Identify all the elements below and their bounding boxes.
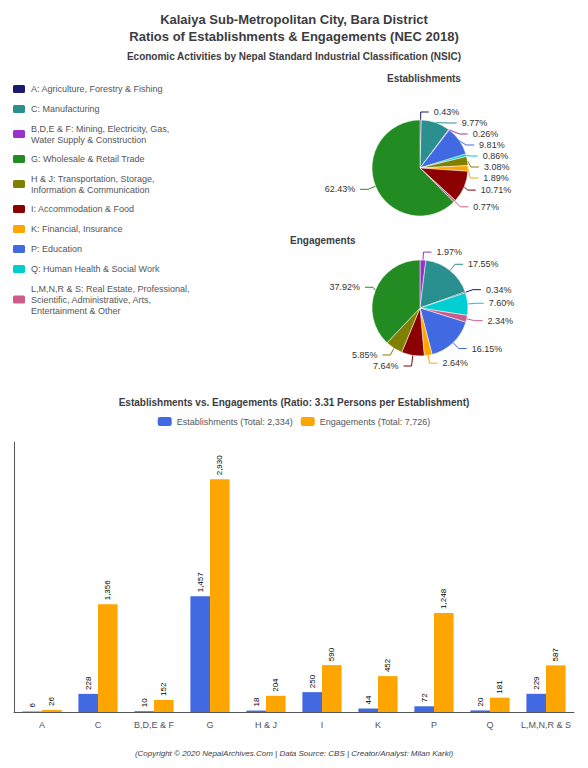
svg-text:16.15%: 16.15% <box>472 344 503 354</box>
svg-text:0.26%: 0.26% <box>473 129 499 139</box>
svg-text:Establishments (Total: 2,334): Establishments (Total: 2,334) <box>177 417 293 427</box>
svg-text:250: 250 <box>308 674 317 688</box>
svg-text:C: Manufacturing: C: Manufacturing <box>31 104 100 114</box>
svg-text:7.64%: 7.64% <box>373 361 399 371</box>
svg-text:204: 204 <box>271 678 280 692</box>
svg-text:1.97%: 1.97% <box>436 247 462 257</box>
svg-text:A: A <box>39 720 45 730</box>
svg-text:Water Supply & Construction: Water Supply & Construction <box>31 135 146 145</box>
svg-text:Entertainment & Other: Entertainment & Other <box>31 306 121 316</box>
svg-text:2.64%: 2.64% <box>443 358 469 368</box>
svg-text:K: K <box>375 720 381 730</box>
svg-text:9.81%: 9.81% <box>479 140 505 150</box>
svg-text:L,M,N,R & S: Real Estate, Prof: L,M,N,R & S: Real Estate, Professional, <box>31 284 190 294</box>
svg-text:0.77%: 0.77% <box>473 202 499 212</box>
svg-text:5.85%: 5.85% <box>352 350 378 360</box>
svg-text:452: 452 <box>383 658 392 672</box>
svg-text:6: 6 <box>28 703 37 708</box>
svg-text:7.60%: 7.60% <box>489 298 515 308</box>
svg-text:I: Accommodation & Food: I: Accommodation & Food <box>31 204 134 214</box>
svg-text:A: Agriculture, Forestry & Fis: A: Agriculture, Forestry & Fishing <box>31 84 163 94</box>
svg-text:20: 20 <box>476 697 485 706</box>
svg-text:2,930: 2,930 <box>215 455 224 476</box>
svg-text:62.43%: 62.43% <box>325 184 356 194</box>
svg-text:Information & Communication: Information & Communication <box>31 185 150 195</box>
svg-text:H & J: H & J <box>255 720 277 730</box>
svg-text:1,356: 1,356 <box>103 580 112 601</box>
svg-text:Establishments vs. Engagements: Establishments vs. Engagements (Ratio: 3… <box>119 397 470 408</box>
svg-text:1,248: 1,248 <box>439 588 448 609</box>
svg-text:Establishments: Establishments <box>387 73 461 84</box>
svg-text:(Copyright © 2020 NepalArchive: (Copyright © 2020 NepalArchives.Com | Da… <box>135 749 454 758</box>
svg-text:2.34%: 2.34% <box>488 316 514 326</box>
svg-text:587: 587 <box>551 647 560 661</box>
svg-text:10: 10 <box>140 698 149 707</box>
svg-text:Q: Q <box>486 720 493 730</box>
svg-text:Engagements: Engagements <box>290 235 356 246</box>
svg-text:181: 181 <box>495 680 504 694</box>
svg-text:18: 18 <box>252 697 261 706</box>
svg-text:37.92%: 37.92% <box>329 282 360 292</box>
svg-text:Scientific, Administrative, Ar: Scientific, Administrative, Arts, <box>31 295 151 305</box>
svg-text:17.55%: 17.55% <box>468 259 499 269</box>
svg-text:3.08%: 3.08% <box>484 162 510 172</box>
svg-text:1,457: 1,457 <box>196 572 205 593</box>
svg-text:10.71%: 10.71% <box>481 185 512 195</box>
svg-text:I: I <box>321 720 324 730</box>
svg-text:228: 228 <box>84 676 93 690</box>
svg-text:Economic Activities by Nepal S: Economic Activities by Nepal Standard In… <box>127 51 461 62</box>
svg-text:K: Financial, Insurance: K: Financial, Insurance <box>31 224 123 234</box>
svg-text:152: 152 <box>159 682 168 696</box>
svg-text:Engagements (Total: 7,726): Engagements (Total: 7,726) <box>320 417 431 427</box>
svg-text:P: Education: P: Education <box>31 244 82 254</box>
svg-text:B,D,E & F: Mining, Electricity: B,D,E & F: Mining, Electricity, Gas, <box>31 124 169 134</box>
svg-text:G: G <box>206 720 213 730</box>
svg-text:26: 26 <box>47 696 56 705</box>
svg-text:L,M,N,R & S: L,M,N,R & S <box>521 720 571 730</box>
svg-text:H & J: Transportation, Storage: H & J: Transportation, Storage, <box>31 174 155 184</box>
svg-text:72: 72 <box>420 693 429 702</box>
svg-text:P: P <box>431 720 437 730</box>
svg-text:G: Wholesale & Retail Trade: G: Wholesale & Retail Trade <box>31 154 145 164</box>
svg-text:44: 44 <box>364 695 373 704</box>
svg-text:590: 590 <box>327 647 336 661</box>
svg-text:B,D,E & F: B,D,E & F <box>134 720 175 730</box>
svg-text:Kalaiya Sub-Metropolitan City,: Kalaiya Sub-Metropolitan City, Bara Dist… <box>160 12 428 27</box>
svg-text:C: C <box>95 720 102 730</box>
svg-text:1.89%: 1.89% <box>483 173 509 183</box>
svg-text:0.34%: 0.34% <box>486 285 512 295</box>
svg-text:0.43%: 0.43% <box>434 107 460 117</box>
svg-text:Q: Human Health & Social Work: Q: Human Health & Social Work <box>31 264 160 274</box>
svg-text:Ratios of Establishments & Eng: Ratios of Establishments & Engagements (… <box>129 29 458 44</box>
svg-text:229: 229 <box>532 676 541 690</box>
svg-text:0.86%: 0.86% <box>483 151 509 161</box>
svg-text:9.77%: 9.77% <box>462 118 488 128</box>
